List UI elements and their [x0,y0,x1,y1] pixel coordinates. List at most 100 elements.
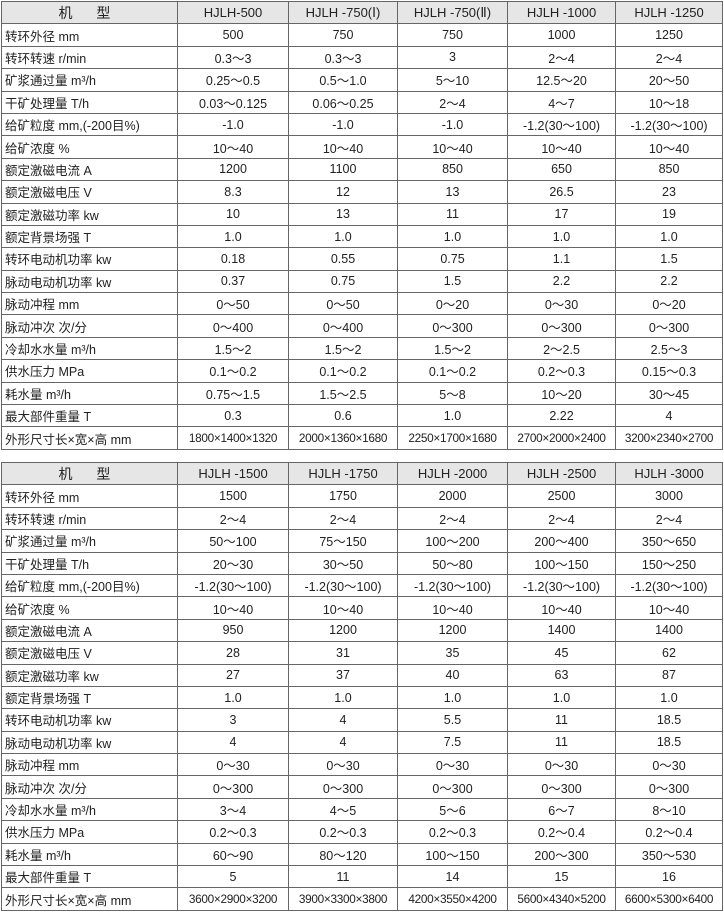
table-cell: -1.2(30～100) [177,573,289,598]
table-cell: 12 [288,180,398,204]
table-cell: 3 [177,708,289,732]
table-cell: 4200×3550×4200 [397,887,508,911]
row-label: 冷却水水量 m³/h [1,797,178,822]
table-cell: 5 [177,865,289,889]
row-label: 额定激磁电流 A [1,157,178,182]
table-cell: 0～400 [288,314,398,338]
table-cell: 20～50 [615,68,723,92]
table-cell: 1200 [397,618,508,643]
table-cell: 0.2～0.3 [288,820,398,844]
table-cell: 45 [507,641,616,665]
table-cell: 10 [177,202,289,226]
row-label: 额定激磁电压 V [1,180,178,204]
table-row: 给矿浓度 % 10～40 10～40 10～40 10～40 10～40 [1,135,723,159]
table-cell: 350～650 [615,529,723,553]
table-cell: 10～40 [615,135,723,159]
table-cell: 4 [288,708,398,732]
table-row: 额定激磁电流 A 1200 1100 850 650 850 [1,157,723,182]
table-cell: 8～10 [615,797,723,822]
table-row: 矿浆通过量 m³/h 50～100 75～150 100～200 200～400 350～… [1,529,723,553]
table-cell: 0～400 [177,314,289,338]
table-cell: 2～2.5 [507,336,616,361]
table-cell: 10～40 [615,596,723,620]
table-cell: 5.5 [397,708,508,732]
table-cell: 13 [288,202,398,226]
row-label: 最大部件重量 T [1,865,178,889]
row-label: 给矿浓度 % [1,596,178,620]
table-cell: 1400 [615,618,723,643]
row-label: 脉动电动机功率 kw [1,730,178,755]
table-cell: 10～18 [615,90,723,114]
table-cell: 0～300 [288,775,398,799]
table-cell: -1.2(30～100) [615,573,723,598]
row-label: 冷却水水量 m³/h [1,336,178,361]
table-cell: 1400 [507,618,616,643]
row-label: 干矿处理量 T/h [1,90,178,114]
table-cell: 100～150 [397,842,508,867]
table-cell: 850 [615,157,723,182]
table-cell: 0～300 [177,775,289,799]
table-cell: 26.5 [507,180,616,204]
table-cell: 0.75 [288,269,398,294]
table-cell: 4～7 [507,90,616,114]
table-row: 最大部件重量 T 0.3 0.6 1.0 2.22 4 [1,404,723,428]
table-row: 转环电动机功率 kw 0.18 0.55 0.75 1.1 1.5 [1,247,723,271]
row-label: 脉动冲次 次/分 [1,775,178,799]
table-row: 脉动冲次 次/分 0～400 0～400 0～300 0～300 0～300 [1,314,723,338]
table-cell: 1500 [177,484,289,508]
table-cell: 100～200 [397,529,508,553]
model-name: HJLH -2500 [507,461,616,486]
model-header: 机 型 [1,0,178,25]
model-header: 机 型 [1,461,178,486]
model-name: HJLH -2000 [397,461,508,486]
table-cell: 0.37 [177,269,289,294]
row-label: 外形尺寸长×宽×高 mm [1,887,178,911]
table-cell: 10～40 [507,596,616,620]
table-cell: 35 [397,641,508,665]
table-cell: 30～50 [288,551,398,575]
table-cell: 3900×3300×3800 [288,887,398,911]
row-label: 脉动冲程 mm [1,753,178,777]
table-cell: 0.1～0.2 [177,359,289,383]
table-cell: -1.2(30～100) [615,112,723,137]
table-cell: 10～40 [288,135,398,159]
table-cell: 950 [177,618,289,643]
table-cell: 0.2～0.4 [507,820,616,844]
table-cell: 50～100 [177,529,289,553]
table-cell: 0.1～0.2 [288,359,398,383]
table-cell: 19 [615,202,723,226]
table-cell: 1.0 [397,685,508,710]
table-cell: 0～50 [177,292,289,316]
table-cell: 10～40 [397,135,508,159]
table-row: 额定激磁功率 kw 10 13 11 17 19 [1,202,723,226]
table-cell: 1.5 [615,247,723,271]
row-label: 转环转速 r/min [1,45,178,70]
table-cell: 0～30 [507,292,616,316]
table-row: 耗水量 m³/h 60～90 80～120 100～150 200～300 350～530 [1,842,723,867]
model-name: HJLH -750(Ⅱ) [397,0,508,25]
table-cell: 13 [397,180,508,204]
table-cell: 0.75～1.5 [177,381,289,406]
table-cell: 7.5 [397,730,508,755]
row-label: 最大部件重量 T [1,404,178,428]
table-row: 转环转速 r/min 0.3～3 0.3～3 3 2～4 2～4 [1,45,723,70]
table-cell: 3 [397,45,508,70]
table-cell: 6600×5300×6400 [615,887,723,911]
table-row: 最大部件重量 T 5 11 14 15 16 [1,865,723,889]
row-label: 脉动冲次 次/分 [1,314,178,338]
table-cell: 6～7 [507,797,616,822]
table-cell: 1.0 [507,685,616,710]
table-cell: 1800×1400×1320 [177,426,289,450]
table-cell: 0～300 [615,775,723,799]
table-cell: 0.3～3 [177,45,289,70]
row-label: 额定背景场强 T [1,685,178,710]
table-cell: 37 [288,663,398,687]
table-cell: 16 [615,865,723,889]
table-cell: 0～20 [397,292,508,316]
table-row: 脉动冲次 次/分 0～300 0～300 0～300 0～300 0～300 [1,775,723,799]
table-cell: -1.2(30～100) [507,573,616,598]
model-name: HJLH-500 [177,0,289,25]
table-cell: 350～530 [615,842,723,867]
table-cell: 11 [507,708,616,732]
table-cell: 2500 [507,484,616,508]
